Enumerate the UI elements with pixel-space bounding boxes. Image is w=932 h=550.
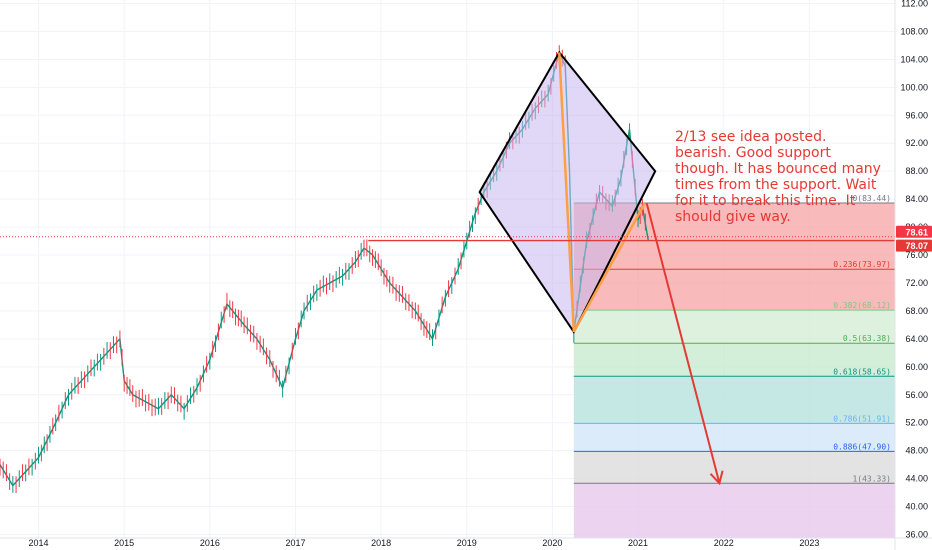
price-tags: 78.61 78.07 xyxy=(896,225,932,252)
time-tick-label: 2023 xyxy=(799,538,819,548)
annotation-line: though. It has bounced many xyxy=(675,161,881,177)
price-tick-label: 40.00 xyxy=(905,502,928,512)
price-tick-label: 100.00 xyxy=(900,82,928,92)
price-tick-label: 84.00 xyxy=(905,194,928,204)
fib-level-label-0.786: 0.786(51.91) xyxy=(833,414,891,423)
fib-level-label-0.886: 0.886(47.90) xyxy=(833,442,891,451)
price-tick-label: 68.00 xyxy=(905,306,928,316)
time-tick-label: 2018 xyxy=(371,538,391,548)
fib-band-1 xyxy=(573,483,895,538)
orange-line-0 xyxy=(558,52,576,332)
price-axis[interactable]: 36.00 40.00 44.00 48.00 52.00 56.00 60.00 64.00… xyxy=(894,0,932,550)
time-tick-label: 2014 xyxy=(29,538,49,548)
price-tag-box-1 xyxy=(896,239,932,252)
annotation-line: should give way. xyxy=(675,209,791,225)
price-tick-label: 48.00 xyxy=(905,446,928,456)
fib-band-0.382 xyxy=(573,310,895,344)
fib-level-label-1: 1(43.33) xyxy=(852,474,891,483)
time-tick-label: 2017 xyxy=(285,538,305,548)
annotation-line: bearish. Good support xyxy=(675,145,831,161)
time-tick-label: 2015 xyxy=(114,538,134,548)
price-tick-label: 104.00 xyxy=(900,54,928,64)
price-tick-label: 72.00 xyxy=(905,278,928,288)
annotation-line: for it to break this time. It xyxy=(675,193,856,209)
projection-arrow-head xyxy=(709,470,724,486)
price-tick-label: 88.00 xyxy=(905,166,928,176)
fib-band-0.5 xyxy=(573,343,895,377)
fib-band-0.236 xyxy=(573,269,895,311)
price-tag-box-0 xyxy=(896,225,932,238)
price-tag-label: 78.61 xyxy=(905,227,928,237)
annotation-line: 2/13 see idea posted. xyxy=(675,129,826,145)
time-tick-label: 2021 xyxy=(628,538,648,548)
fib-band-0.786 xyxy=(573,423,895,452)
time-axis[interactable]: 2014 2015 2016 2017 2018 2019 2020 2021 2022 2023 xyxy=(0,537,932,548)
fib-level-label-0.382: 0.382(68.12) xyxy=(833,301,891,310)
time-tick-label: 2022 xyxy=(714,538,734,548)
fib-level-label-0.618: 0.618(58.65) xyxy=(833,367,891,376)
price-tick-label: 52.00 xyxy=(905,418,928,428)
drawing-lines[interactable] xyxy=(0,52,895,486)
price-tick-label: 108.00 xyxy=(900,26,928,36)
projection-arrow-shaft xyxy=(645,202,721,484)
fib-level-label-0: 0(83.44) xyxy=(852,194,891,203)
price-tag-label: 78.07 xyxy=(905,241,928,251)
price-tick-label: 92.00 xyxy=(905,138,928,148)
price-tick-label: 56.00 xyxy=(905,390,928,400)
price-tick-label: 44.00 xyxy=(905,474,928,484)
time-tick-label: 2016 xyxy=(200,538,220,548)
price-tick-label: 112.00 xyxy=(901,0,928,8)
fib-band-0.618 xyxy=(573,376,895,424)
time-tick-label: 2019 xyxy=(457,538,477,548)
fib-level-label-0.236: 0.236(73.97) xyxy=(833,260,891,269)
fib-level-label-0.5: 0.5(63.38) xyxy=(843,334,891,343)
price-tick-label: 96.00 xyxy=(905,110,928,120)
annotation-text[interactable]: 2/13 see idea posted. bearish. Good suppo… xyxy=(675,129,881,225)
annotation-line: times from the support. Wait xyxy=(675,177,877,193)
price-axis-background xyxy=(895,0,932,550)
price-tick-label: 36.00 xyxy=(905,530,928,540)
time-tick-label: 2020 xyxy=(542,538,562,548)
orange-line-1 xyxy=(572,202,647,333)
price-tick-label: 76.00 xyxy=(905,250,928,260)
price-tick-label: 64.00 xyxy=(905,334,928,344)
price-tick-label: 60.00 xyxy=(905,362,928,372)
fib-band-0.886 xyxy=(573,451,895,484)
